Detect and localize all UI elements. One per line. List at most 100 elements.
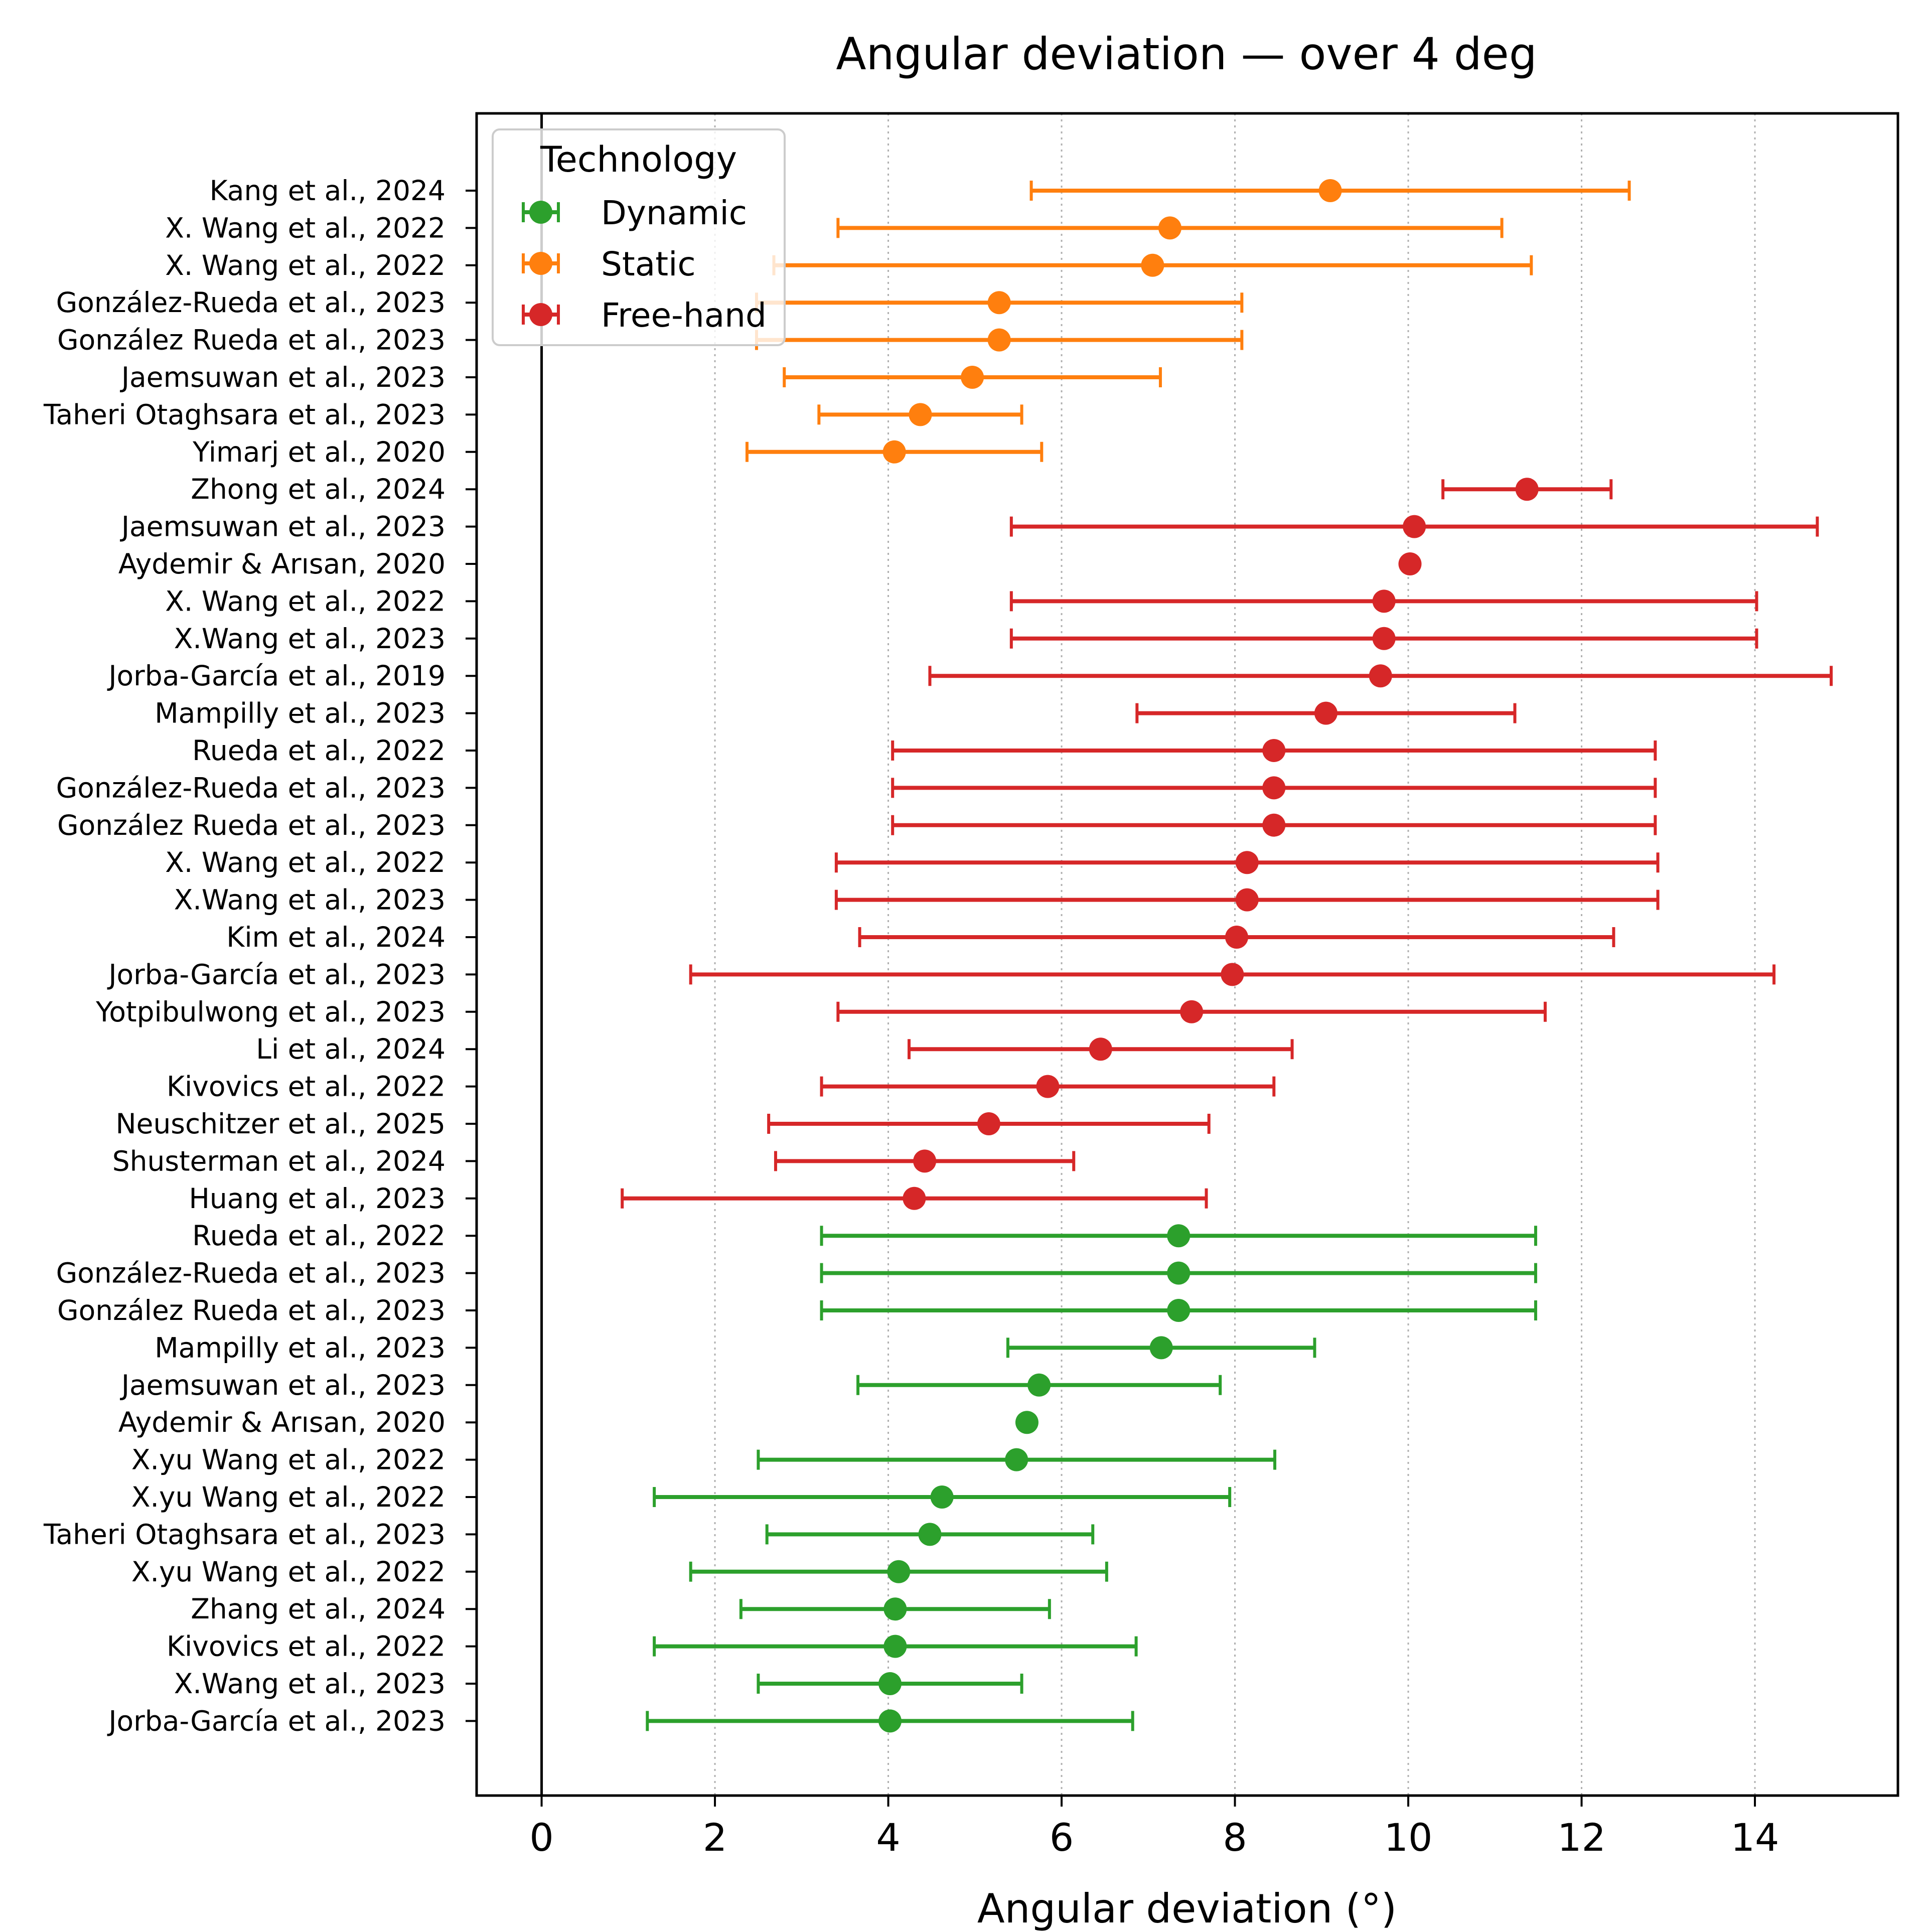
x-tick-label: 12 xyxy=(1557,1815,1606,1860)
y-tick-label: Kang et al., 2024 xyxy=(210,175,446,207)
y-tick-label: Neuschitzer et al., 2025 xyxy=(115,1108,446,1140)
y-tick-label: Jaemsuwan et al., 2023 xyxy=(120,511,446,543)
data-point xyxy=(883,1597,907,1621)
y-tick-label: Mampilly et al., 2023 xyxy=(155,1331,446,1364)
data-point xyxy=(1167,1261,1191,1285)
x-tick-label: 8 xyxy=(1223,1815,1247,1860)
y-tick-label: X.yu Wang et al., 2022 xyxy=(131,1556,446,1588)
data-point xyxy=(1235,851,1259,874)
data-point xyxy=(1089,1037,1112,1061)
y-tick-label: Jorba-García et al., 2023 xyxy=(107,958,446,990)
data-point xyxy=(1141,253,1164,277)
data-point xyxy=(878,1672,902,1695)
data-point xyxy=(1314,701,1338,725)
y-tick-label: González-Rueda et al., 2023 xyxy=(56,1257,446,1289)
data-point xyxy=(987,328,1011,352)
y-tick-label: Taheri Otaghsara et al., 2023 xyxy=(43,398,446,430)
data-point xyxy=(903,1186,926,1210)
x-tick-label: 0 xyxy=(529,1815,553,1860)
y-tick-label: Huang et al., 2023 xyxy=(189,1182,446,1215)
y-tick-label: Jorba-García et al., 2019 xyxy=(107,660,446,692)
plot-frame xyxy=(475,112,1899,1797)
data-point xyxy=(1403,515,1426,538)
legend-marker-dot xyxy=(529,303,552,326)
y-tick-label: Jaemsuwan et al., 2023 xyxy=(120,361,446,393)
data-point xyxy=(1262,813,1286,837)
data-point xyxy=(1221,963,1244,986)
data-point xyxy=(1225,926,1248,949)
y-tick-label: Taheri Otaghsara et al., 2023 xyxy=(43,1518,446,1550)
y-tick-label: Aydemir & Arısan, 2020 xyxy=(118,548,446,580)
y-tick-label: González Rueda et al., 2023 xyxy=(57,324,446,356)
data-point xyxy=(918,1523,942,1546)
y-tick-label: Jorba-García et al., 2023 xyxy=(107,1705,446,1737)
legend: Technology Dynamic Static Free-hand xyxy=(492,128,786,346)
data-point xyxy=(1167,1299,1191,1322)
y-tick-label: Mampilly et al., 2023 xyxy=(155,697,446,729)
y-tick-label: Zhang et al., 2024 xyxy=(191,1593,446,1625)
y-tick-label: González Rueda et al., 2023 xyxy=(57,1294,446,1326)
data-point xyxy=(1027,1373,1051,1397)
y-tick-label: González Rueda et al., 2023 xyxy=(57,809,446,841)
x-tick-label: 2 xyxy=(703,1815,727,1860)
data-point xyxy=(883,1634,907,1658)
y-tick-label: Yimarj et al., 2020 xyxy=(192,436,446,468)
y-tick-label: X. Wang et al., 2022 xyxy=(165,249,446,281)
y-tick-label: X. Wang et al., 2022 xyxy=(165,212,446,244)
y-axis-ticks: Kang et al., 2024 X. Wang et al., 2022 X. … xyxy=(43,175,477,1737)
legend-entry: Free-hand xyxy=(522,296,767,335)
data-point xyxy=(913,1149,937,1173)
data-point xyxy=(1036,1075,1060,1098)
y-tick-label: Shusterman et al., 2024 xyxy=(112,1145,446,1177)
legend-entries: Dynamic Static Free-hand xyxy=(522,194,767,335)
data-point xyxy=(930,1485,954,1509)
data-point xyxy=(878,1709,902,1733)
data-point xyxy=(1158,216,1181,240)
y-tick-label: Zhong et al., 2024 xyxy=(191,473,446,505)
data-point xyxy=(961,366,984,389)
y-tick-label: Rueda et al., 2022 xyxy=(192,1220,446,1252)
y-tick-label: X. Wang et al., 2022 xyxy=(165,846,446,878)
data-point xyxy=(987,291,1011,315)
y-tick-label: X.Wang et al., 2023 xyxy=(174,884,446,916)
y-tick-label: Kim et al., 2024 xyxy=(226,921,446,953)
data-point xyxy=(1372,589,1396,613)
y-tick-label: Li et al., 2024 xyxy=(256,1033,446,1065)
data-point xyxy=(1005,1448,1028,1471)
data-point xyxy=(1167,1224,1191,1248)
data-points xyxy=(878,179,1539,1733)
data-point xyxy=(1262,739,1286,762)
legend-marker-dot xyxy=(529,252,552,275)
data-point xyxy=(1318,179,1342,202)
y-tick-label: González-Rueda et al., 2023 xyxy=(56,286,446,319)
chart-title: Angular deviation — over 4 deg xyxy=(836,28,1537,80)
y-tick-label: González-Rueda et al., 2023 xyxy=(56,772,446,804)
y-tick-label: X.yu Wang et al., 2022 xyxy=(131,1481,446,1513)
y-tick-label: Kivovics et al., 2022 xyxy=(167,1630,446,1663)
data-point xyxy=(1180,1000,1204,1023)
data-point xyxy=(977,1112,1000,1135)
legend-entry: Static xyxy=(522,245,696,283)
data-point xyxy=(1369,664,1392,688)
legend-label: Static xyxy=(601,245,696,283)
x-tick-label: 14 xyxy=(1731,1815,1780,1860)
x-axis-title: Angular deviation (°) xyxy=(977,1885,1397,1932)
y-tick-label: X.Wang et al., 2023 xyxy=(174,1668,446,1700)
y-tick-label: X. Wang et al., 2022 xyxy=(165,585,446,617)
legend-box xyxy=(492,128,786,346)
legend-label: Dynamic xyxy=(601,194,747,232)
y-tick-label: X.yu Wang et al., 2022 xyxy=(131,1444,446,1476)
legend-marker-dot xyxy=(529,201,552,224)
y-tick-label: Kivovics et al., 2022 xyxy=(167,1071,446,1103)
data-point xyxy=(909,403,932,426)
x-tick-label: 6 xyxy=(1050,1815,1074,1860)
y-tick-label: Rueda et al., 2022 xyxy=(192,734,446,767)
data-point xyxy=(1262,776,1286,800)
legend-title: Technology xyxy=(540,139,737,180)
data-point xyxy=(1398,552,1422,575)
x-axis-ticks: 0 2 4 6 8 10 12 14 xyxy=(529,1796,1779,1860)
data-point xyxy=(1149,1336,1173,1360)
legend-label: Free-hand xyxy=(601,296,767,335)
data-point xyxy=(887,1560,911,1583)
